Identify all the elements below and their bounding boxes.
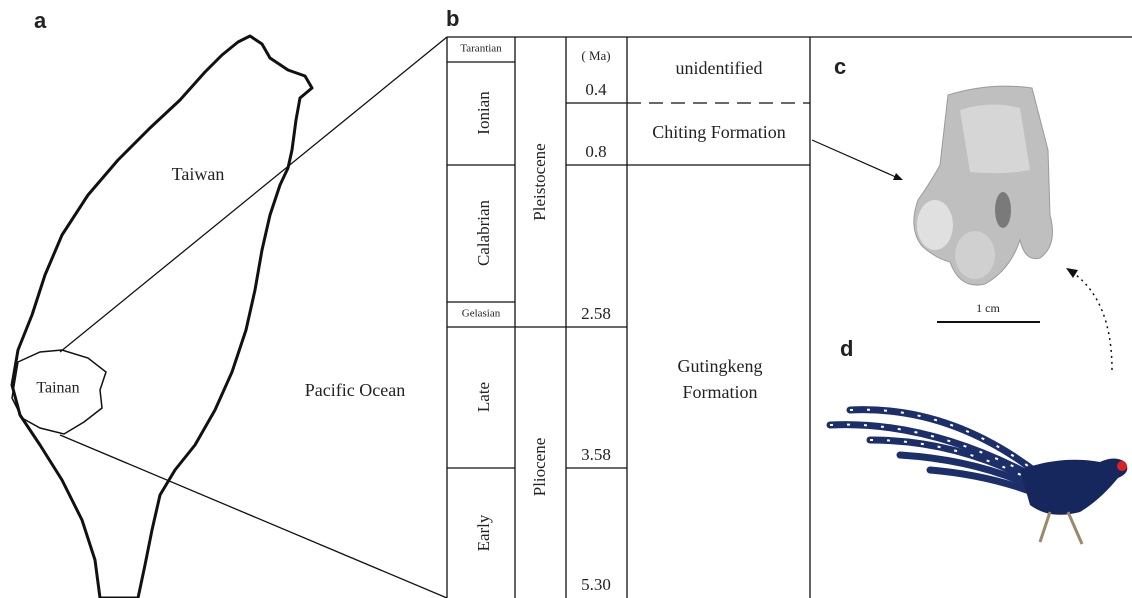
age-label: 0.8 [585,142,606,161]
arrowhead [1066,268,1078,278]
arrowhead [893,173,903,180]
formation-label: unidentified [676,58,763,78]
formation-label: Chiting Formation [652,122,786,142]
figure-graphics: a b c d Tainan Taiwan Tarantian Ionian C… [0,0,1132,598]
age-label: 2.58 [581,304,611,323]
figure: a b c d Tainan Taiwan Tarantian Ionian C… [0,0,1132,598]
stage-label: Calabrian [474,199,493,266]
bird-illustration [830,410,1127,544]
stage-label: Tarantian [460,43,502,55]
panel-label: b [446,6,459,31]
age-label: 5.30 [581,575,611,594]
panel-label: c [834,54,846,79]
zoom-line [60,37,447,352]
panel-label: d [840,336,853,361]
unit-label: ( Ma) [581,48,610,63]
ocean-label: Pacific Ocean [300,377,410,403]
stage-label: Early [474,514,493,551]
stage-label: Ionian [474,91,493,135]
island-label: Taiwan [172,164,225,184]
formation-label: Gutingkeng Formation [660,353,780,405]
arrow [812,140,898,178]
city-label: Tainan [36,380,79,397]
fossil-image [914,86,1053,285]
taiwan-outline [12,36,312,598]
age-label: 0.4 [585,80,607,99]
scale-label: 1 cm [976,301,1000,315]
panel-label: a [34,8,47,33]
epoch-label: Pliocene [530,438,549,497]
stage-label: Late [474,382,493,412]
epoch-label: Pleistocene [530,143,549,220]
dotted-arrow [1072,272,1112,370]
age-label: 3.58 [581,445,611,464]
stage-label: Gelasian [462,308,501,320]
zoom-line [60,435,447,598]
